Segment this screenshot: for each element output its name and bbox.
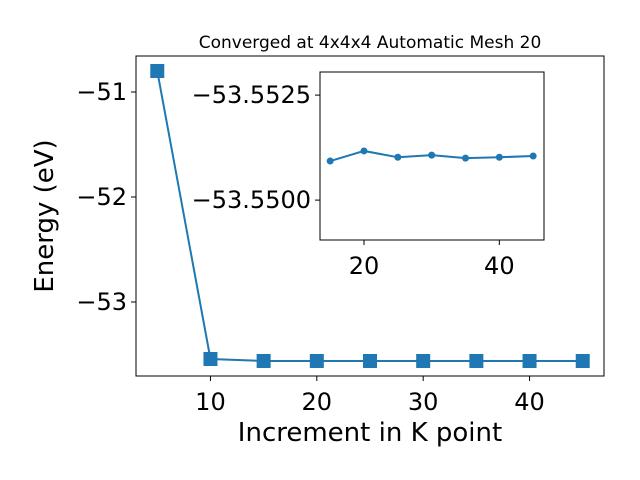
x-tick-label: 40 (484, 252, 515, 280)
marker (469, 353, 484, 368)
y-tick-label: −53.5525 (192, 81, 311, 109)
marker (416, 353, 431, 368)
marker (522, 353, 537, 368)
marker (461, 154, 469, 162)
x-tick-label: 40 (514, 388, 545, 416)
y-tick-label: −53.5500 (192, 186, 311, 214)
y-axis-label: Energy (eV) (30, 139, 60, 292)
y-tick-label: −52 (76, 183, 127, 211)
y-tick-label: −51 (76, 78, 127, 106)
marker (150, 64, 165, 79)
marker (575, 353, 590, 368)
marker (326, 157, 334, 165)
plot-frame (319, 71, 545, 241)
marker (256, 353, 271, 368)
x-tick-label: 20 (302, 388, 333, 416)
marker (529, 152, 537, 160)
marker (309, 353, 324, 368)
marker (363, 353, 377, 368)
x-tick-label: 10 (195, 388, 226, 416)
marker (428, 151, 436, 159)
x-tick-label: 30 (408, 388, 439, 416)
plot-frame (135, 55, 605, 377)
x-tick-label: 20 (349, 252, 380, 280)
marker (394, 153, 402, 161)
x-axis-label: Increment in K point (238, 418, 502, 448)
marker (360, 147, 368, 155)
chart-title: Converged at 4x4x4 Automatic Mesh 20 (199, 33, 542, 53)
y-tick-label: −53 (76, 288, 127, 316)
marker (203, 351, 218, 366)
marker (495, 153, 503, 161)
